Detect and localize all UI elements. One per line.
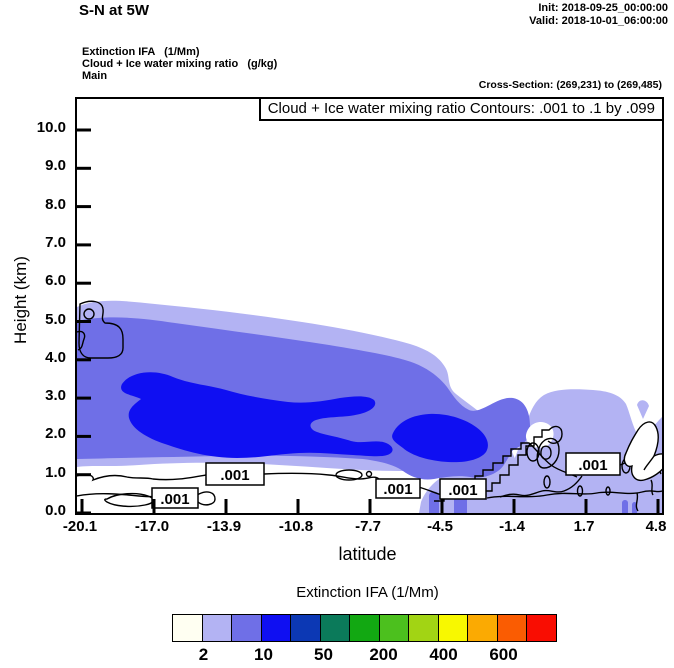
x-tick-label: -13.9 bbox=[206, 518, 242, 535]
plot-area: .001 .001 .001 .001 .001 Cloud + Ice wat… bbox=[75, 97, 664, 515]
x-tick-label: -17.0 bbox=[134, 518, 170, 535]
y-tick-label: 0.0 bbox=[45, 502, 66, 519]
contour-plot-canvas: .001 .001 .001 .001 .001 bbox=[77, 128, 662, 513]
colorbar-cell bbox=[173, 615, 203, 641]
contour-label-box: .001 bbox=[375, 478, 421, 499]
contour-label: .001 bbox=[160, 491, 189, 508]
y-axis-title: Height (km) bbox=[11, 256, 30, 344]
y-tick-label: 10.0 bbox=[36, 119, 66, 136]
colorbar-cell bbox=[350, 615, 380, 641]
colorbar-cell bbox=[497, 615, 527, 641]
colorbar-tick-label: 600 bbox=[489, 645, 518, 664]
x-tick-label: 1.7 bbox=[573, 518, 595, 535]
init-time: Init: 2018-09-25_00:00:00 bbox=[538, 2, 668, 14]
x-axis-title: latitude bbox=[338, 544, 397, 564]
colorbar-cell bbox=[438, 615, 468, 641]
colorbar-cell bbox=[468, 615, 498, 641]
y-tick-label: 6.0 bbox=[45, 272, 66, 290]
run-time-block: Init: 2018-09-25_00:00:00 Valid: 2018-10… bbox=[529, 2, 668, 27]
colorbar-cell bbox=[202, 615, 232, 641]
field-line-extinction: Extinction IFA (1/Mm) bbox=[82, 46, 200, 58]
contour-label-box: .001 bbox=[439, 478, 487, 500]
colorbar-cell bbox=[232, 615, 262, 641]
y-tick-label: 4.0 bbox=[45, 348, 66, 366]
contour-label-box: .001 bbox=[151, 487, 199, 509]
contour-closed-white-blob bbox=[623, 421, 662, 482]
colorbar-tick-label: 10 bbox=[254, 645, 273, 664]
contour-label-boxes: .001 .001 .001 .001 .001 bbox=[151, 452, 621, 509]
colorbar-cell bbox=[291, 615, 321, 641]
field-list: Extinction IFA (1/Mm) Cloud + Ice water … bbox=[82, 46, 277, 82]
contour-label: .001 bbox=[383, 481, 412, 498]
x-tick-label: -20.1 bbox=[62, 518, 98, 535]
colorbar-cell bbox=[527, 615, 556, 641]
colorbar-tick-label: 400 bbox=[429, 645, 458, 664]
colorbar-cell bbox=[320, 615, 350, 641]
colorbar-tick-label: 50 bbox=[314, 645, 333, 664]
valid-time: Valid: 2018-10-01_06:00:00 bbox=[529, 14, 668, 27]
contour-label: .001 bbox=[578, 457, 607, 474]
x-tick-label: -7.7 bbox=[355, 518, 381, 535]
y-tick-label: 5.0 bbox=[45, 310, 66, 328]
colorbar-tick-label: 2 bbox=[198, 645, 209, 664]
plot-title-box: Cloud + Ice water mixing ratio Contours:… bbox=[258, 97, 664, 121]
y-tick-label: 2.0 bbox=[45, 425, 66, 443]
y-tick-label: 3.0 bbox=[45, 387, 66, 405]
y-tick-label: 8.0 bbox=[45, 195, 66, 213]
cross-section-info: Cross-Section: (269,231) to (269,485) bbox=[478, 79, 662, 91]
y-tick-label: 1.0 bbox=[45, 463, 66, 481]
fill-level-50-200 bbox=[121, 372, 488, 463]
colorbar-title: Extinction IFA (1/Mm) bbox=[296, 584, 439, 601]
y-tick-label: 9.0 bbox=[45, 157, 66, 175]
x-tick-label: -4.5 bbox=[427, 518, 453, 535]
colorbar-cell bbox=[261, 615, 291, 641]
colorbar-cell bbox=[409, 615, 439, 641]
colorbar-tick-label: 200 bbox=[369, 645, 398, 664]
figure-title: S-N at 5W bbox=[79, 2, 150, 19]
x-tick-label: 4.8 bbox=[645, 518, 667, 535]
x-tick-label: -10.8 bbox=[278, 518, 314, 535]
axis-ticks bbox=[77, 128, 660, 513]
white-notch bbox=[525, 422, 554, 448]
colorbar bbox=[172, 614, 557, 642]
field-line-mixing-ratio: Cloud + Ice water mixing ratio (g/kg) bbox=[82, 58, 278, 70]
contour-label-box: .001 bbox=[565, 452, 621, 476]
colorbar-cell bbox=[379, 615, 409, 641]
contour-label-box: .001 bbox=[205, 462, 265, 486]
contour-label: .001 bbox=[448, 482, 477, 499]
y-tick-label: 7.0 bbox=[45, 233, 66, 251]
contour-label: .001 bbox=[220, 467, 249, 484]
field-line-domain: Main bbox=[82, 70, 108, 82]
x-tick-label: -1.4 bbox=[499, 518, 525, 535]
